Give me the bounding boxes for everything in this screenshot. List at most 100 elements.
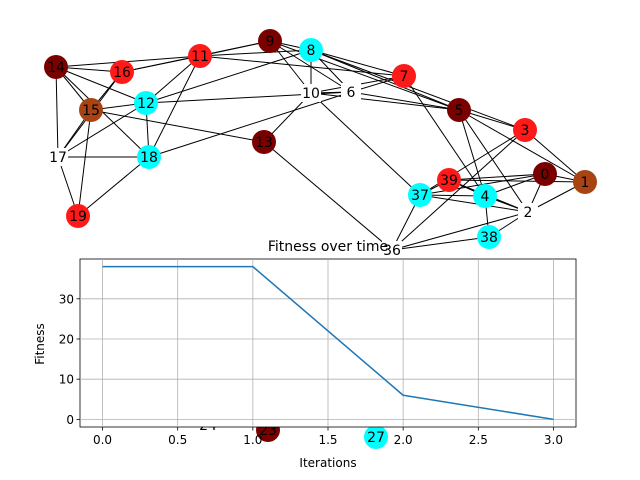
y-axis-label: Fitness xyxy=(33,323,47,365)
graph-node-label-background xyxy=(518,203,538,221)
graph-edge xyxy=(263,141,393,251)
graph-node-label-background xyxy=(382,241,402,259)
series-lines xyxy=(102,265,554,421)
graph-node-label: 15 xyxy=(82,103,100,119)
x-tick-label: 0.5 xyxy=(168,433,187,447)
graph-node-label: 19 xyxy=(69,209,87,225)
graph-edge xyxy=(77,109,92,217)
graph-node-label: 18 xyxy=(140,150,158,166)
graph-node: 5 xyxy=(447,98,471,122)
graph-edge xyxy=(419,129,526,196)
graph-node-label: 27 xyxy=(367,430,385,446)
graph-edge xyxy=(458,109,529,213)
graph-edge xyxy=(90,109,265,143)
graph-node-label-background xyxy=(301,84,321,102)
graph-node-circle xyxy=(477,225,501,249)
graph-node-circle xyxy=(573,170,597,194)
x-tick-label: 3.0 xyxy=(544,433,563,447)
graph-node-label: 38 xyxy=(480,230,498,246)
grid-lines xyxy=(80,259,576,427)
graph-node-circle xyxy=(137,145,161,169)
graph-edge xyxy=(145,49,312,104)
graph-node-label: 6 xyxy=(347,85,356,101)
graph-edge xyxy=(57,102,147,158)
graph-node: 14 xyxy=(44,55,68,79)
graph-node-label: 1 xyxy=(581,175,590,191)
graph-node-label: 13 xyxy=(255,135,273,151)
graph-node-circle xyxy=(79,98,103,122)
graph-node-circle xyxy=(252,130,276,154)
graph-node: 16 xyxy=(110,60,134,84)
y-tick-label: 20 xyxy=(59,332,74,346)
x-axis-label: Iterations xyxy=(299,456,356,470)
graph-node: 18 xyxy=(137,145,161,169)
y-tick-label: 10 xyxy=(59,373,74,387)
graph-node-label: 7 xyxy=(400,69,409,85)
graph-node-circle xyxy=(513,118,537,142)
graph-node-circle xyxy=(188,44,212,68)
x-tick-label: 2.5 xyxy=(469,433,488,447)
graph-node-label: 37 xyxy=(411,188,429,204)
graph-edge xyxy=(148,55,201,158)
graph-node-circle xyxy=(299,38,323,62)
graph-node-circle xyxy=(44,55,68,79)
graph-node-circle xyxy=(473,184,497,208)
graph-node: 39 xyxy=(437,168,461,192)
graph-node-label: 39 xyxy=(440,173,458,189)
graph-node: 12 xyxy=(134,91,158,115)
graph-edge xyxy=(310,49,405,77)
graph-edge xyxy=(199,55,405,77)
y-axis-ticks: 0 10 20 30 xyxy=(59,292,80,427)
graph-edge xyxy=(310,49,460,111)
graph-node: 37 xyxy=(408,183,432,207)
graph-node-label: 36 xyxy=(383,243,401,259)
graph-node: 36 xyxy=(382,241,402,259)
x-axis-ticks: 0.0 0.5 1.0 1.5 2.0 2.5 3.0 xyxy=(93,427,563,447)
graph-edge xyxy=(391,236,490,251)
graph-node-circle xyxy=(437,168,461,192)
graph-node-label: 9 xyxy=(266,34,275,50)
graph-edge xyxy=(310,92,460,111)
graph-node: 11 xyxy=(188,44,212,68)
graph-node-circle xyxy=(447,98,471,122)
graph-node: 2 xyxy=(518,203,538,221)
graph-edge xyxy=(148,91,352,158)
graph-edge xyxy=(77,156,150,217)
graph-node: 38 xyxy=(477,225,501,249)
graph-node: 19 xyxy=(66,204,90,228)
graph-node-circle xyxy=(392,64,416,88)
graph-edge xyxy=(199,49,312,57)
fitness-chart: 0.0 0.5 1.0 1.5 2.0 2.5 3.0 0 10 20 30 Fitness ov… xyxy=(33,239,577,470)
graph-edge xyxy=(448,179,586,183)
fitness-series-line xyxy=(102,265,554,421)
graph-node: 17 xyxy=(48,148,68,166)
graph-edge xyxy=(310,92,421,196)
graph-node: 1 xyxy=(573,170,597,194)
graph-node-circle xyxy=(408,183,432,207)
graph-edge xyxy=(458,109,586,183)
graph-node: 6 xyxy=(341,83,361,101)
graph-node-label: 17 xyxy=(49,150,67,166)
network-graph: 1416119871065315121718130139374219383624… xyxy=(44,29,597,449)
graph-node-circle xyxy=(364,425,388,449)
x-tick-label: 2.0 xyxy=(394,433,413,447)
x-tick-label: 1.5 xyxy=(318,433,337,447)
graph-node-label: 8 xyxy=(307,43,316,59)
graph-node-label-background xyxy=(341,83,361,101)
x-tick-label: 0.0 xyxy=(93,433,112,447)
graph-node: 3 xyxy=(513,118,537,142)
graph-node-label: 10 xyxy=(302,86,320,102)
graph-edge xyxy=(391,129,526,251)
graph-node-circle xyxy=(533,162,557,186)
graph-node: 7 xyxy=(392,64,416,88)
graph-node-label: 11 xyxy=(191,49,209,65)
graph-node-label: 14 xyxy=(47,60,65,76)
graph-node-label: 0 xyxy=(541,167,550,183)
graph-edge xyxy=(310,49,526,131)
graph-node-circle xyxy=(134,91,158,115)
graph-node-circle xyxy=(110,60,134,84)
graph-node: 0 xyxy=(533,162,557,186)
graph-edge xyxy=(419,194,529,213)
graph-edge xyxy=(55,66,147,104)
